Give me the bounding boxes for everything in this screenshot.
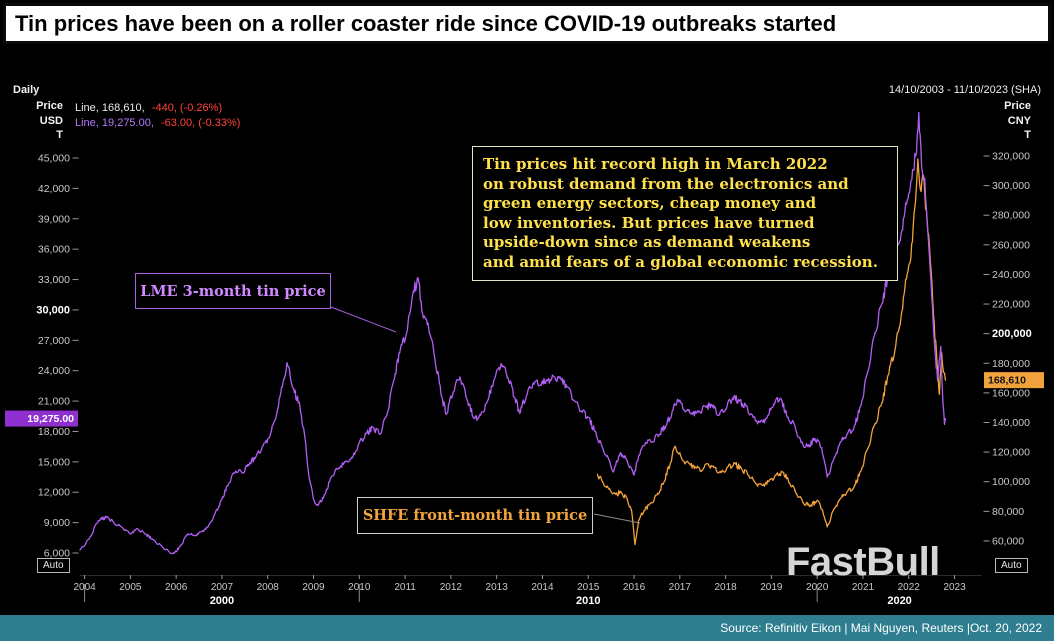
right-axis-label: 260,000 bbox=[992, 239, 1030, 251]
annotation-callout: Tin prices hit record high in March 2022… bbox=[472, 146, 898, 281]
right-axis-label: 60,000 bbox=[992, 535, 1024, 547]
legend-label-lme: Line, 19,275.00, bbox=[75, 117, 154, 129]
legend-change-shfe: -440, (-0.26%) bbox=[151, 102, 223, 114]
left-axis-label: 27,000 bbox=[38, 335, 70, 347]
right-axis-label: 220,000 bbox=[992, 299, 1030, 311]
left-axis-label: 24,000 bbox=[38, 365, 70, 377]
legend-row-shfe[interactable]: Line, 168,610, -440, (-0.26%) bbox=[75, 101, 240, 116]
year-label: 2007 bbox=[211, 582, 234, 593]
right-axis-label: 280,000 bbox=[992, 210, 1030, 222]
right-axis-label: 80,000 bbox=[992, 506, 1024, 518]
lme-last-price-box bbox=[5, 410, 78, 427]
left-axis-label: 33,000 bbox=[38, 274, 70, 286]
left-axis-unit-tonne: T bbox=[56, 129, 63, 141]
legend-label-shfe: Line, 168,610, bbox=[75, 102, 145, 114]
chart-legend: Line, 168,610, -440, (-0.26%) Line, 19,2… bbox=[75, 101, 240, 131]
right-axis-label: 160,000 bbox=[992, 387, 1030, 399]
year-label: 2005 bbox=[119, 582, 142, 593]
right-axis-unit: Price CNY T bbox=[983, 99, 1031, 143]
year-label: 2017 bbox=[669, 582, 692, 593]
annotation-line: Tin prices hit record high in March 2022 bbox=[483, 155, 828, 173]
right-axis-label: 120,000 bbox=[992, 447, 1030, 459]
left-axis-label: 36,000 bbox=[38, 244, 70, 256]
left-axis-unit-price: Price bbox=[36, 100, 63, 112]
annotation-line: on robust demand from the electronics an… bbox=[483, 174, 849, 193]
year-label: 2021 bbox=[852, 582, 875, 593]
left-axis-label: 30,000 bbox=[36, 304, 70, 316]
year-label: 2008 bbox=[257, 582, 280, 593]
annotation-line: low inventories. But prices have turned bbox=[483, 213, 815, 232]
year-label: 2015 bbox=[577, 582, 600, 593]
left-axis-label: 21,000 bbox=[38, 396, 70, 408]
source-bar: Source: Refinitiv Eikon | Mai Nguyen, Re… bbox=[0, 615, 1054, 641]
left-axis-label: 9,000 bbox=[44, 517, 70, 529]
year-label: 2013 bbox=[486, 582, 509, 593]
legend-change-lme: -63.00, (-0.33%) bbox=[160, 117, 241, 129]
year-label: 2016 bbox=[623, 582, 646, 593]
right-axis-unit-currency: CNY bbox=[1007, 114, 1031, 127]
lme-series-line bbox=[79, 111, 947, 555]
price-chart-canvas[interactable]: 45,000 42,000 39,000 36,000 33,000 30,000 27,0… bbox=[0, 46, 1054, 615]
left-axis-label: 45,000 bbox=[38, 153, 70, 165]
legend-row-lme[interactable]: Line, 19,275.00, -63.00, (-0.33%) bbox=[75, 116, 240, 131]
source-text: Source: Refinitiv Eikon | Mai Nguyen, Re… bbox=[720, 621, 1042, 635]
shfe-last-price-box bbox=[984, 372, 1044, 389]
left-axis-label: 12,000 bbox=[38, 487, 70, 499]
right-axis-label: 200,000 bbox=[992, 328, 1032, 340]
left-axis-unit: Price USD T bbox=[0, 99, 63, 143]
year-label: 2014 bbox=[531, 582, 554, 593]
annotation-line: and amid fears of a global economic rece… bbox=[483, 252, 878, 271]
right-axis-label: 100,000 bbox=[992, 476, 1030, 488]
left-axis-label: 15,000 bbox=[38, 456, 70, 468]
left-axis-unit-currency: USD bbox=[39, 114, 63, 127]
year-label: 2009 bbox=[302, 582, 325, 593]
right-axis-label: 180,000 bbox=[992, 358, 1030, 370]
right-axis-label: 240,000 bbox=[992, 269, 1030, 281]
page-title: Tin prices have been on a roller coaster… bbox=[15, 10, 837, 36]
lme-label-leader-line bbox=[330, 306, 397, 333]
left-axis-label: 18,000 bbox=[38, 426, 70, 438]
year-label: 2006 bbox=[165, 582, 188, 593]
shfe-series-label-box: SHFE front-month tin price bbox=[357, 497, 593, 534]
chart-area: 45,000 42,000 39,000 36,000 33,000 30,000 27,0… bbox=[0, 46, 1054, 615]
right-axis-label: 320,000 bbox=[992, 150, 1030, 162]
auto-scale-button-right[interactable]: Auto bbox=[995, 558, 1028, 573]
right-axis-unit-price: Price bbox=[1004, 100, 1031, 112]
lme-last-price-label: 19,275.00 bbox=[27, 413, 74, 425]
left-axis-label: 6,000 bbox=[44, 548, 70, 560]
fastbull-watermark: FastBull bbox=[786, 540, 940, 584]
lme-series-label-box: LME 3-month tin price bbox=[135, 273, 331, 309]
auto-scale-button-left[interactable]: Auto bbox=[37, 558, 70, 573]
year-label: 2023 bbox=[943, 582, 966, 593]
shfe-label-leader-line bbox=[593, 513, 641, 524]
decade-label: 2000 bbox=[210, 595, 234, 607]
right-axis-label: 140,000 bbox=[992, 417, 1030, 429]
decade-label: 2020 bbox=[887, 595, 911, 607]
annotation-line: green energy sectors, cheap money and bbox=[483, 194, 817, 212]
year-label: 2018 bbox=[714, 582, 737, 593]
left-axis-label: 39,000 bbox=[38, 213, 70, 225]
year-label: 2019 bbox=[760, 582, 783, 593]
shfe-series-line bbox=[596, 158, 947, 546]
annotation-line: upside-down since as demand weakens bbox=[483, 233, 811, 251]
year-label: 2012 bbox=[440, 582, 463, 593]
right-axis-label: 300,000 bbox=[992, 180, 1030, 192]
interval-label[interactable]: Daily bbox=[13, 84, 40, 96]
decade-label: 2010 bbox=[576, 595, 600, 607]
shfe-last-price-label: 168,610 bbox=[988, 375, 1026, 387]
headline-bar: Tin prices have been on a roller coaster… bbox=[3, 3, 1051, 44]
year-label: 2022 bbox=[898, 582, 921, 593]
right-axis-unit-tonne: T bbox=[1024, 129, 1031, 141]
date-range-label: 14/10/2003 - 11/10/2023 (SHA) bbox=[888, 84, 1041, 96]
left-axis-label: 42,000 bbox=[38, 183, 70, 195]
year-label: 2011 bbox=[394, 582, 416, 593]
